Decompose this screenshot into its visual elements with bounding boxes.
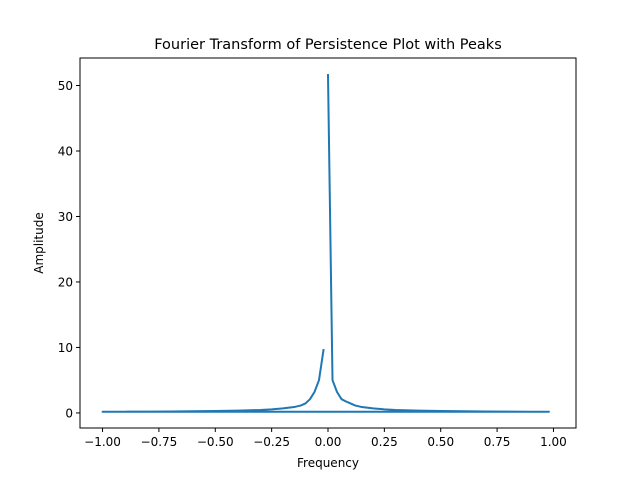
x-tick-label: 1.00: [540, 435, 567, 449]
x-tick-label: −1.00: [84, 435, 121, 449]
x-tick-label: 0.50: [427, 435, 454, 449]
plot-line-layer: [101, 74, 550, 413]
x-tick-label: −0.50: [197, 435, 234, 449]
chart-title: Fourier Transform of Persistence Plot wi…: [154, 37, 502, 53]
x-tick-label: −0.75: [141, 435, 178, 449]
y-tick-label: 0: [65, 406, 73, 420]
y-tick-label: 40: [58, 144, 73, 158]
y-tick-label: 20: [58, 275, 73, 289]
x-axis-title: Frequency: [297, 456, 359, 470]
y-axis-title: Amplitude: [32, 212, 46, 274]
x-tick-label: −0.25: [253, 435, 290, 449]
x-tick-label: 0.75: [484, 435, 511, 449]
x-tick-label: 0.25: [371, 435, 398, 449]
series-line: [101, 74, 550, 413]
y-tick-label: 30: [58, 210, 73, 224]
y-tick-label: 50: [58, 79, 73, 93]
y-tick-label: 10: [58, 341, 73, 355]
x-axis: −1.00 −0.75 −0.50 −0.25 0.00 0.25 0.50 0.75 1.00: [84, 428, 567, 449]
x-tick-label: 0.00: [315, 435, 342, 449]
y-axis: 0 10 20 30 40 50: [58, 79, 80, 420]
